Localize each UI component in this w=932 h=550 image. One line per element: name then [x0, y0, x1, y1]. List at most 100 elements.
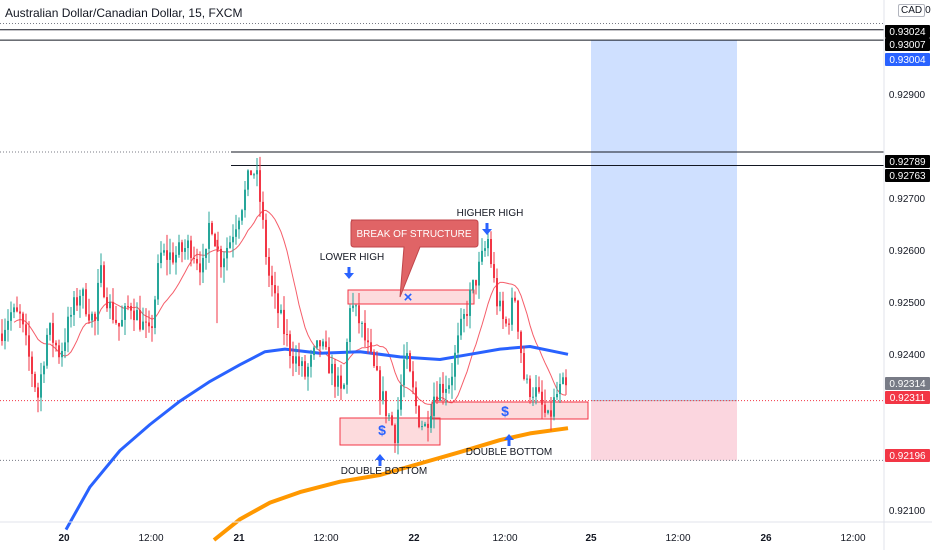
price-tick-label: 0.92700 — [889, 194, 926, 205]
candle-body — [562, 377, 564, 385]
annotations[interactable]: LOWER HIGH HIGHER HIGH DOUBLE BOTTOM DOUBLE… — [320, 208, 552, 477]
candle-body — [103, 265, 105, 298]
position-profit-zone[interactable] — [591, 40, 737, 401]
badge-text: 0.93024 — [889, 27, 926, 38]
candle-body — [40, 374, 42, 398]
arrow-stem — [485, 223, 489, 229]
position-tool[interactable] — [591, 40, 737, 461]
badge-bg — [885, 169, 930, 182]
candle-body — [25, 324, 27, 336]
candle-body — [331, 363, 333, 374]
candle-body — [250, 170, 252, 176]
higher-high-label: HIGHER HIGH — [457, 208, 524, 219]
candle-body — [346, 342, 348, 385]
price-level-badge[interactable]: 0.93007 — [885, 38, 930, 51]
candle-body — [475, 280, 477, 286]
candle-body — [130, 305, 132, 311]
candle-body — [31, 356, 33, 374]
candle-body — [19, 311, 21, 314]
price-level-badge[interactable]: 0.92763 — [885, 169, 930, 182]
price-level-badge[interactable]: 0.92311 — [885, 391, 930, 404]
candle-body — [79, 295, 81, 306]
candle-body — [22, 313, 24, 325]
candle-body — [532, 396, 534, 398]
candle-body — [43, 365, 45, 375]
candle-body — [442, 383, 444, 393]
candle-body — [370, 342, 372, 352]
candle-body — [295, 356, 297, 364]
callout-bubble[interactable] — [350, 219, 479, 298]
lower-high-arrow-icon — [344, 267, 354, 279]
badge-text: 0.92763 — [889, 171, 926, 182]
candle-body — [355, 305, 357, 307]
candle-body — [142, 321, 144, 330]
badge-text: 0.92311 — [890, 393, 926, 404]
badge-text: 0.93004 — [889, 55, 926, 66]
candle-body — [466, 313, 468, 316]
candle-body — [460, 318, 462, 336]
candle-body — [4, 329, 6, 342]
price-level-badge[interactable]: 0.92789 — [885, 155, 930, 168]
arrow-stem — [507, 440, 511, 446]
candle-body — [166, 250, 168, 260]
candle-body — [352, 305, 354, 309]
candle-body — [427, 423, 429, 428]
price-tick-label: 0.92900 — [889, 90, 926, 101]
price-tick-label: 0.92100 — [889, 506, 926, 517]
price-level-badge[interactable]: 0.92196 — [885, 449, 930, 462]
candle-body — [262, 201, 264, 220]
candle-body — [379, 370, 381, 401]
candle-body — [226, 247, 228, 259]
candle-body — [289, 334, 291, 356]
candle-body — [181, 242, 183, 252]
candle-body — [406, 353, 408, 360]
double-bottom-zone-left[interactable] — [339, 417, 441, 446]
candle-body — [124, 305, 126, 320]
candle-body — [361, 322, 363, 324]
candle-body — [409, 353, 411, 372]
time-tick-label: 26 — [760, 533, 772, 544]
candle-body — [559, 384, 561, 394]
candle-body — [28, 335, 30, 357]
badge-text: 0.93007 — [889, 40, 926, 51]
arrow-stem — [378, 460, 382, 466]
badge-bg — [885, 155, 930, 168]
candle-body — [415, 387, 417, 407]
candle-body — [91, 313, 93, 321]
candle-body — [55, 342, 57, 346]
price-level-badge[interactable]: 0.93004 — [885, 53, 930, 66]
candle-body — [322, 341, 324, 347]
candle-body — [118, 322, 120, 327]
horizontal-levels[interactable] — [0, 23, 884, 461]
candle-body — [400, 385, 402, 410]
zone-boxes[interactable] — [339, 289, 589, 446]
position-loss-zone[interactable] — [591, 400, 737, 461]
candle-body — [220, 248, 222, 268]
candle-body — [37, 387, 39, 398]
badge-text: 0.92314 — [889, 379, 926, 390]
candle-body — [70, 314, 72, 317]
candle-body — [541, 391, 543, 405]
price-level-badge[interactable]: 0.93024 — [885, 25, 930, 38]
candle-body — [247, 170, 249, 190]
candle-body — [364, 322, 366, 341]
candle-body — [265, 219, 267, 257]
candle-body — [223, 258, 225, 268]
candle-body — [7, 320, 9, 330]
candle-body — [217, 246, 219, 249]
badge-bg — [885, 38, 930, 51]
candle-body — [388, 415, 390, 417]
candle-body — [232, 236, 234, 243]
candle-body — [367, 340, 369, 343]
time-tick-label: 20 — [58, 533, 70, 544]
break-of-structure-callout[interactable]: BREAK OF STRUCTURE — [350, 219, 479, 298]
candle-body — [115, 319, 117, 323]
currency-label[interactable]: CAD 0 — [898, 3, 931, 17]
candle-body — [67, 316, 69, 343]
lower-high-zone[interactable] — [347, 289, 475, 305]
candle-body — [412, 371, 414, 388]
price-level-badge[interactable]: 0.92314 — [885, 377, 930, 390]
double-bottom-zone-right[interactable] — [431, 401, 589, 420]
